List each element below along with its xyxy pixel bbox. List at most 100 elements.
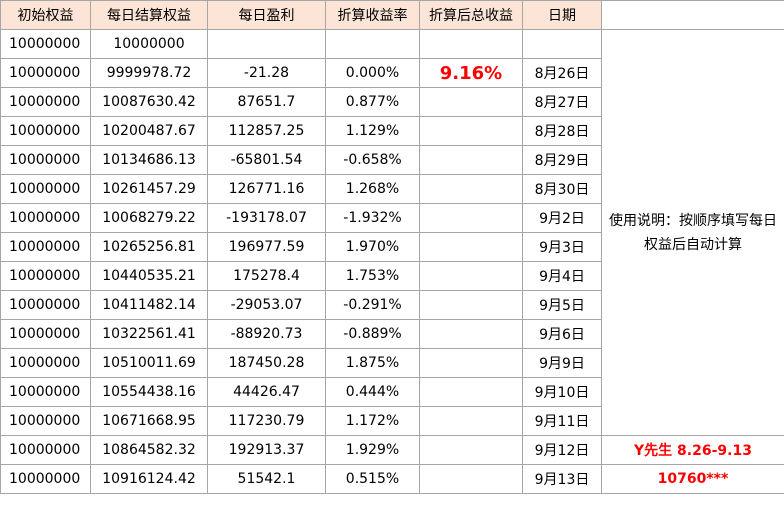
header-row: 初始权益 每日结算权益 每日盈利 折算收益率 折算后总收益 日期 [0,0,784,30]
empty-cell [419,290,523,320]
daily-equity: 10087630.42 [90,87,208,117]
date: 9月5日 [522,290,602,320]
empty-cell [419,377,523,407]
initial-equity: 10000000 [0,145,91,175]
row: 10000000 10554438.16 44426.47 0.444% 9月10日 [0,377,784,407]
daily-profit: 187450.28 [207,348,326,378]
return-rate: 1.129% [325,116,420,146]
return-rate: 1.929% [325,435,420,465]
row: 10000000 10510011.69 187450.28 1.875% 9月9日 [0,348,784,378]
initial-equity: 10000000 [0,87,91,117]
daily-profit: 87651.7 [207,87,326,117]
daily-profit: -21.28 [207,58,326,88]
table-body: 10000000 10000000 使用说明：按顺序填写每日权益后自动计算 10000… [0,29,784,494]
daily-equity: 9999978.72 [90,58,208,88]
initial-equity: 10000000 [0,319,91,349]
empty-cell [419,435,523,465]
daily-profit: 112857.25 [207,116,326,146]
total-return: 9.16% [419,58,523,88]
initial-equity: 10000000 [0,116,91,146]
initial-equity: 10000000 [0,232,91,262]
daily-equity: 10000000 [90,29,208,59]
date: 8月27日 [522,87,602,117]
date: 9月11日 [522,406,602,436]
usage-note: 使用说明：按顺序填写每日权益后自动计算 [601,29,784,436]
daily-equity: 10510011.69 [90,348,208,378]
date: 9月6日 [522,319,602,349]
row: 10000000 10134686.13 -65801.54 -0.658% 8月29日 [0,145,784,175]
initial-equity: 10000000 [0,377,91,407]
initial-equity: 10000000 [0,406,91,436]
daily-profit: -193178.07 [207,203,326,233]
row: 10000000 10087630.42 87651.7 0.877% 8月27日 [0,87,784,117]
date: 8月26日 [522,58,602,88]
initial-equity: 10000000 [0,29,91,59]
daily-profit: 44426.47 [207,377,326,407]
date: 9月12日 [522,435,602,465]
empty-cell [419,261,523,291]
daily-profit: -29053.07 [207,290,326,320]
initial-equity: 10000000 [0,290,91,320]
footer-text: Y先生 8.26-9.13 [601,435,784,465]
return-rate: -0.658% [325,145,420,175]
empty-cell [419,29,523,59]
daily-profit: 196977.59 [207,232,326,262]
return-rate: 1.172% [325,406,420,436]
date: 9月10日 [522,377,602,407]
row: 10000000 10068279.22 -193178.07 -1.932% 9月2日 [0,203,784,233]
daily-profit: 175278.4 [207,261,326,291]
empty-cell [419,319,523,349]
daily-profit: 192913.37 [207,435,326,465]
return-rate: 1.970% [325,232,420,262]
header-cell: 折算后总收益 [419,0,523,30]
return-rate: 0.444% [325,377,420,407]
daily-equity: 10261457.29 [90,174,208,204]
row: 10000000 10411482.14 -29053.07 -0.291% 9月5日 [0,290,784,320]
initial-equity: 10000000 [0,464,91,494]
return-rate: 1.268% [325,174,420,204]
blank-header [601,0,784,30]
row: 10000000 10671668.95 117230.79 1.172% 9月11日 [0,406,784,436]
daily-equity: 10411482.14 [90,290,208,320]
daily-equity: 10554438.16 [90,377,208,407]
daily-equity: 10864582.32 [90,435,208,465]
return-rate: -1.932% [325,203,420,233]
initial-equity: 10000000 [0,435,91,465]
date: 8月30日 [522,174,602,204]
empty-cell [419,116,523,146]
empty-cell [419,174,523,204]
initial-equity: 10000000 [0,174,91,204]
daily-profit: 51542.1 [207,464,326,494]
empty-cell [325,29,420,59]
daily-equity: 10440535.21 [90,261,208,291]
daily-equity: 10322561.41 [90,319,208,349]
daily-equity: 10200487.67 [90,116,208,146]
row: 10000000 10916124.42 51542.1 0.515% 9月13日 107… [0,464,784,494]
daily-profit: 117230.79 [207,406,326,436]
daily-profit: -65801.54 [207,145,326,175]
header-cell: 每日结算权益 [90,0,208,30]
empty-cell [419,145,523,175]
row: 10000000 10200487.67 112857.25 1.129% 8月28日 [0,116,784,146]
daily-equity: 10068279.22 [90,203,208,233]
return-rate: 0.877% [325,87,420,117]
footer-text: 10760*** [601,464,784,494]
empty-cell [419,464,523,494]
row: 10000000 9999978.72 -21.28 0.000% 9.16% 8月26日 [0,58,784,88]
initial-equity: 10000000 [0,261,91,291]
empty-cell [419,232,523,262]
date: 9月13日 [522,464,602,494]
daily-profit: -88920.73 [207,319,326,349]
return-rate: 0.000% [325,58,420,88]
daily-equity: 10916124.42 [90,464,208,494]
date: 9月4日 [522,261,602,291]
return-rate: -0.291% [325,290,420,320]
header-cell: 日期 [522,0,602,30]
date: 9月9日 [522,348,602,378]
empty-cell [207,29,326,59]
spreadsheet: 初始权益 每日结算权益 每日盈利 折算收益率 折算后总收益 日期 10000000 1000… [0,0,784,494]
header-cell: 折算收益率 [325,0,420,30]
daily-equity: 10671668.95 [90,406,208,436]
empty-cell [419,87,523,117]
